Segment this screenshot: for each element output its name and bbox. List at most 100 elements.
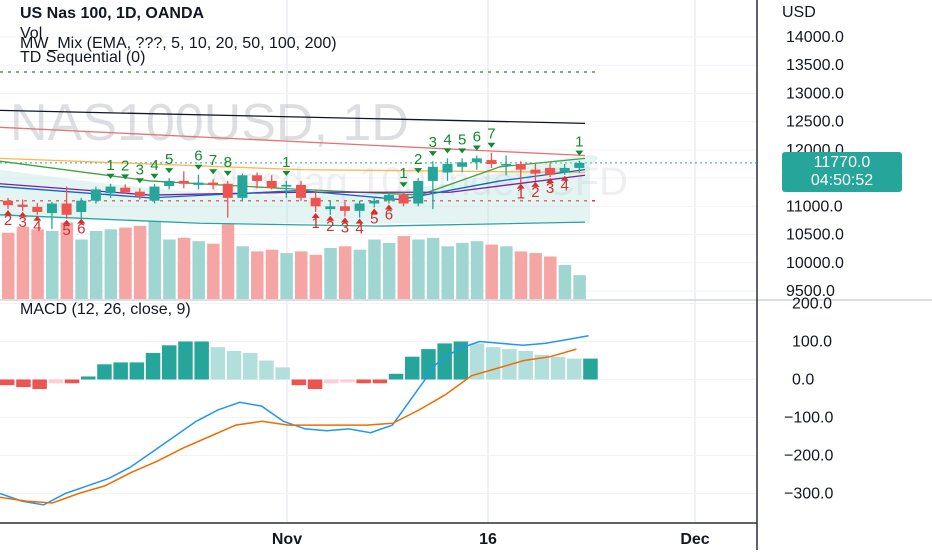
candle <box>325 200 336 215</box>
macd-histogram-bar <box>259 360 274 380</box>
candle <box>266 175 277 190</box>
volume-bar <box>456 242 469 299</box>
macd-histogram-bar <box>64 379 80 384</box>
candle-body <box>266 180 277 188</box>
td-count-label: 7 <box>487 126 495 143</box>
macd-histogram-bar <box>16 379 31 388</box>
axes: USD14000.013500.013000.012500.012000.011… <box>272 4 844 548</box>
price-tick-label: 14000.0 <box>786 29 844 46</box>
td-arrow <box>399 182 408 188</box>
candle <box>574 160 585 173</box>
td-arrow <box>326 215 335 221</box>
macd-histogram-bar <box>210 347 226 380</box>
candle-body <box>32 206 43 212</box>
macd-pane <box>0 335 598 506</box>
candle-body <box>164 180 175 187</box>
candle <box>252 172 263 189</box>
macd-histogram-bar <box>518 351 533 380</box>
td-count-label: 5 <box>458 131 466 148</box>
td-count-label: 6 <box>194 148 202 165</box>
macd-histogram-bar <box>469 343 485 380</box>
volume-bar <box>573 275 586 299</box>
price-tick-label: 10000.0 <box>786 255 844 272</box>
td-count-label: 1 <box>575 134 583 151</box>
macd-histogram-bar <box>550 356 566 380</box>
watermark: NAS100USD, 1D <box>10 94 409 152</box>
candle <box>178 171 189 189</box>
volume-bar <box>280 253 293 299</box>
volume-bar <box>441 246 454 299</box>
macd-histogram-bar <box>372 379 388 384</box>
macd-tick-label: −100.0 <box>784 410 833 427</box>
td-arrow <box>77 218 86 224</box>
volume-bar <box>529 253 542 299</box>
candle-body <box>134 191 145 197</box>
td-arrow <box>443 148 452 154</box>
candle <box>164 178 175 190</box>
ema-line <box>0 168 586 201</box>
candle <box>457 158 468 173</box>
volume-bar <box>368 239 381 299</box>
td-arrow <box>414 168 423 174</box>
candle-body <box>193 182 204 185</box>
candle <box>398 192 409 207</box>
candle <box>90 186 101 204</box>
candle-body <box>296 184 306 198</box>
td-arrow <box>370 208 379 214</box>
macd-histogram-bar <box>48 379 64 384</box>
td-count-label: 2 <box>414 151 422 168</box>
macd-histogram-bar <box>486 347 501 380</box>
mw-mix-legend: MW_Mix (EMA, ???, 5, 10, 20, 50, 100, 20… <box>20 35 337 52</box>
price-tick-label: 13500.0 <box>786 57 844 74</box>
candle <box>383 192 394 204</box>
td-arrow <box>546 177 555 183</box>
candle <box>501 155 512 176</box>
td-count-label: 8 <box>224 154 232 171</box>
td-arrow <box>560 175 569 181</box>
ema-line <box>0 157 586 174</box>
volume-legend: Vol <box>20 25 43 42</box>
td-count-label: 6 <box>77 221 85 238</box>
volume-bar <box>485 244 498 299</box>
candle-body <box>178 180 189 184</box>
td-arrow <box>4 210 12 216</box>
macd-histogram-bar <box>388 373 404 380</box>
candle-body <box>398 195 409 204</box>
volume-bar <box>119 227 132 299</box>
volume-bar <box>236 246 249 299</box>
candle <box>208 179 219 190</box>
td-arrow <box>223 170 232 176</box>
candle <box>3 197 13 210</box>
candle-body <box>413 180 424 204</box>
volume-bar <box>470 241 484 299</box>
candle <box>134 188 145 200</box>
volume-bar <box>309 254 323 299</box>
td-arrow <box>516 183 525 189</box>
volume-bars <box>2 220 586 299</box>
td-arrow <box>150 173 159 179</box>
macd-histogram-bar <box>534 354 550 380</box>
macd-histogram-bar <box>194 341 209 380</box>
volume-bar <box>558 265 572 299</box>
volume-bar <box>148 220 161 299</box>
candle-body <box>471 158 482 163</box>
volume-bar <box>31 229 44 299</box>
td-count-label: 4 <box>561 178 569 195</box>
candle-body <box>574 162 585 168</box>
volume-bar <box>338 246 352 299</box>
last-price-tag: 11770.0 <box>782 152 902 174</box>
candle <box>32 202 43 215</box>
volume-bar <box>412 239 425 299</box>
candle-body <box>515 164 526 170</box>
td-count-label: 2 <box>326 218 334 235</box>
macd-histogram-bar <box>145 352 161 380</box>
td-arrow <box>575 150 584 156</box>
price-tick-label: 9500.0 <box>786 283 835 300</box>
macd-histogram-bar <box>437 343 452 380</box>
td-count-label: 6 <box>385 207 393 224</box>
macd-tick-label: −300.0 <box>784 486 833 503</box>
volume-bar <box>265 249 279 299</box>
